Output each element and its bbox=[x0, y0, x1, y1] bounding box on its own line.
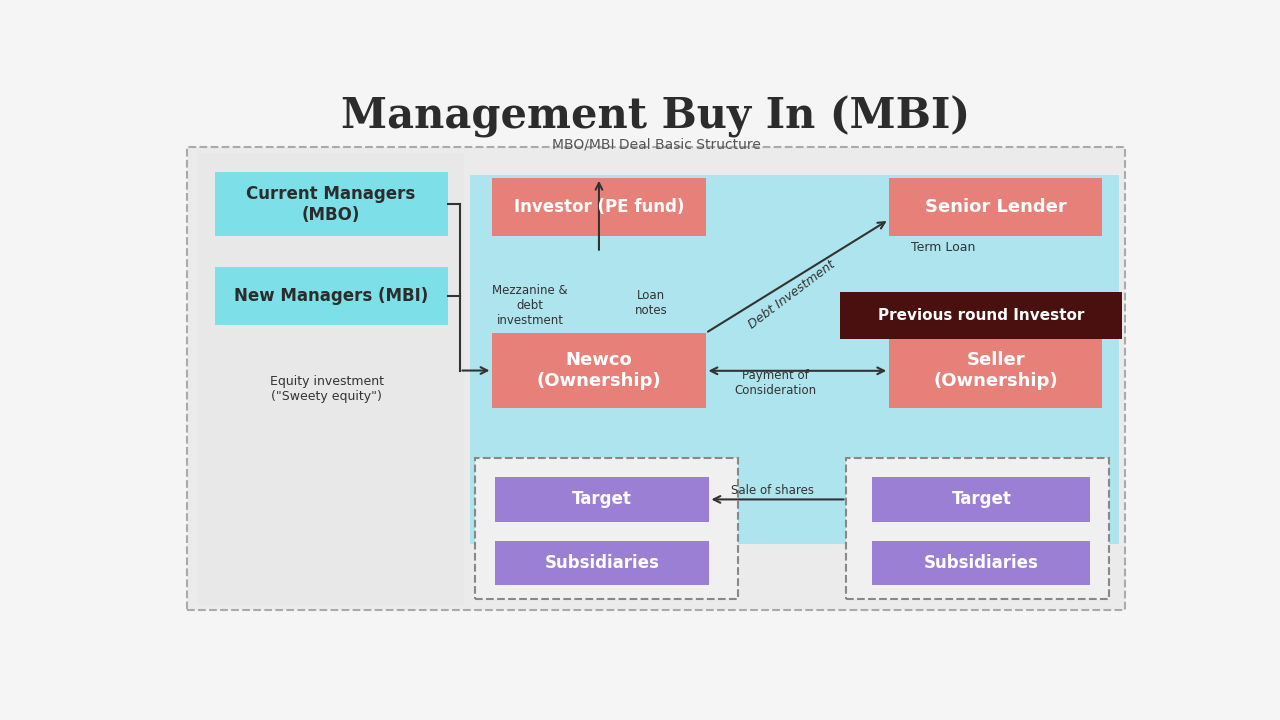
Text: Previous round Investor: Previous round Investor bbox=[878, 307, 1084, 323]
Text: Subsidiaries: Subsidiaries bbox=[544, 554, 659, 572]
FancyBboxPatch shape bbox=[495, 541, 709, 585]
FancyBboxPatch shape bbox=[493, 333, 705, 408]
Text: Loan
notes: Loan notes bbox=[635, 289, 667, 317]
Text: Newco
(Ownership): Newco (Ownership) bbox=[536, 351, 662, 390]
Text: Payment of
Consideration: Payment of Consideration bbox=[733, 369, 817, 397]
FancyBboxPatch shape bbox=[890, 333, 1102, 408]
Text: Senior Lender: Senior Lender bbox=[925, 198, 1066, 216]
Text: Sale of shares: Sale of shares bbox=[731, 484, 814, 497]
Text: Subsidiaries: Subsidiaries bbox=[924, 554, 1039, 572]
FancyBboxPatch shape bbox=[215, 172, 448, 236]
Text: Investor (PE fund): Investor (PE fund) bbox=[513, 198, 684, 216]
Text: Mezzanine &
debt
investment: Mezzanine & debt investment bbox=[493, 284, 568, 327]
Text: MBO/MBI Deal Basic Structure: MBO/MBI Deal Basic Structure bbox=[552, 138, 760, 152]
FancyBboxPatch shape bbox=[215, 266, 448, 325]
Text: New Managers (MBI): New Managers (MBI) bbox=[234, 287, 429, 305]
Text: Target: Target bbox=[951, 490, 1011, 508]
FancyBboxPatch shape bbox=[493, 178, 705, 236]
FancyBboxPatch shape bbox=[872, 541, 1091, 585]
Text: Current Managers
(MBO): Current Managers (MBO) bbox=[247, 185, 416, 224]
Text: Target: Target bbox=[572, 490, 632, 508]
FancyBboxPatch shape bbox=[475, 458, 739, 599]
FancyBboxPatch shape bbox=[495, 477, 709, 521]
Text: Term Loan: Term Loan bbox=[911, 240, 975, 253]
Text: Seller
(Ownership): Seller (Ownership) bbox=[933, 351, 1059, 390]
Text: Management Buy In (MBI): Management Buy In (MBI) bbox=[342, 96, 970, 138]
FancyBboxPatch shape bbox=[840, 292, 1123, 338]
FancyBboxPatch shape bbox=[872, 477, 1091, 521]
FancyBboxPatch shape bbox=[187, 148, 1125, 611]
Text: Equity investment
("Sweety equity"): Equity investment ("Sweety equity") bbox=[270, 374, 384, 402]
FancyBboxPatch shape bbox=[846, 458, 1110, 599]
FancyBboxPatch shape bbox=[197, 153, 463, 605]
FancyBboxPatch shape bbox=[470, 175, 1119, 544]
Text: Debt Investment: Debt Investment bbox=[746, 258, 837, 331]
FancyBboxPatch shape bbox=[890, 178, 1102, 236]
